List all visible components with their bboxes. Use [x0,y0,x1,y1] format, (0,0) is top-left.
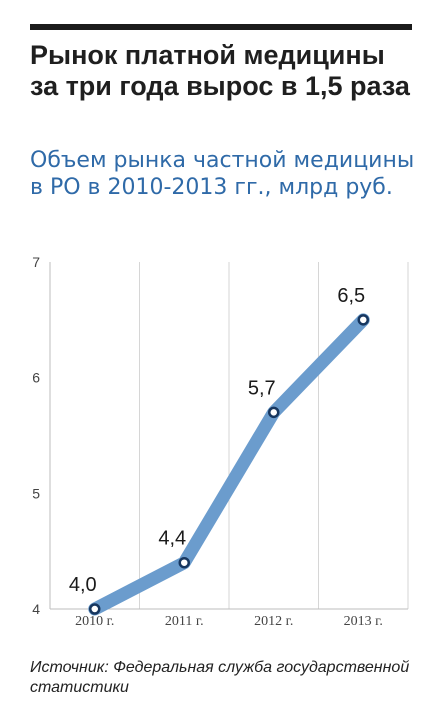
y-tick-label: 5 [32,485,40,501]
source-note: Источник: Федеральная служба государстве… [30,659,410,696]
chart-title: Рынок платной медицины за три года вырос… [30,40,410,101]
y-tick-label: 4 [32,601,40,617]
x-tick-label: 2012 г. [254,614,293,629]
x-tick-label: 2011 г. [165,614,204,629]
data-label: 5,7 [248,377,276,399]
series-line [88,313,370,616]
x-tick-label: 2013 г. [344,614,383,629]
data-point-marker [89,603,101,615]
line-chart: 4,0 4,4 5,7 6,5 4 5 6 7 2010 г. 2011 г. 2012 г. 20… [32,254,409,629]
series-line-path [88,313,370,616]
chart-subtitle: Объем рынка частной медицины в РО в 2010… [30,148,415,200]
data-point-marker [357,314,369,326]
top-rule [30,24,412,30]
data-label: 4,0 [69,574,97,596]
x-tick-label: 2010 г. [75,614,114,629]
tick-labels: 4 5 6 7 2010 г. 2011 г. 2012 г. 2013 г. [32,254,383,629]
data-point-marker [178,556,190,569]
axes [49,262,408,610]
data-point-marker [268,406,280,419]
y-tick-label: 6 [32,370,40,386]
grid-lines [139,262,409,609]
data-label: 6,5 [337,285,365,307]
data-labels: 4,0 4,4 5,7 6,5 [69,285,365,596]
data-label: 4,4 [158,528,186,550]
y-tick-label: 7 [32,254,40,270]
data-points [89,314,369,615]
